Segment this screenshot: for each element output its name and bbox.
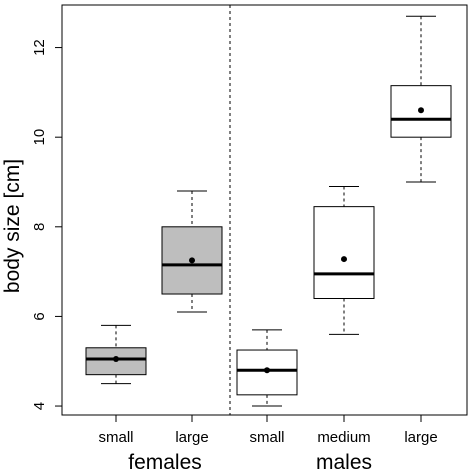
y-tick-label: 10 xyxy=(31,129,48,146)
box-males-large xyxy=(390,15,452,183)
x-category-label: medium xyxy=(317,429,370,446)
y-axis: 4 6 8 10 12 xyxy=(31,39,63,410)
mean-point xyxy=(341,256,347,263)
group-label-females: females xyxy=(128,451,202,474)
y-tick-label: 8 xyxy=(31,223,48,231)
mean-point xyxy=(113,355,119,362)
y-axis-title: body size [cm] xyxy=(1,159,24,293)
x-category-label: small xyxy=(249,429,284,446)
x-category-label: large xyxy=(175,429,208,446)
x-category-label: large xyxy=(404,429,437,446)
x-category-labels: small large small medium large xyxy=(98,414,438,446)
boxes-layer xyxy=(85,15,452,407)
y-tick-label: 12 xyxy=(31,39,48,56)
mean-point xyxy=(189,257,195,264)
box-males-small xyxy=(236,329,298,407)
mean-point xyxy=(418,107,424,114)
box-males-medium xyxy=(313,185,375,335)
y-tick-label: 4 xyxy=(31,402,48,410)
box-females-large xyxy=(161,190,223,313)
group-label-males: males xyxy=(316,451,372,474)
x-category-label: small xyxy=(98,429,133,446)
box-body xyxy=(313,206,375,299)
y-tick-label: 6 xyxy=(31,312,48,320)
box-females-small xyxy=(85,324,147,385)
mean-point xyxy=(264,367,270,374)
